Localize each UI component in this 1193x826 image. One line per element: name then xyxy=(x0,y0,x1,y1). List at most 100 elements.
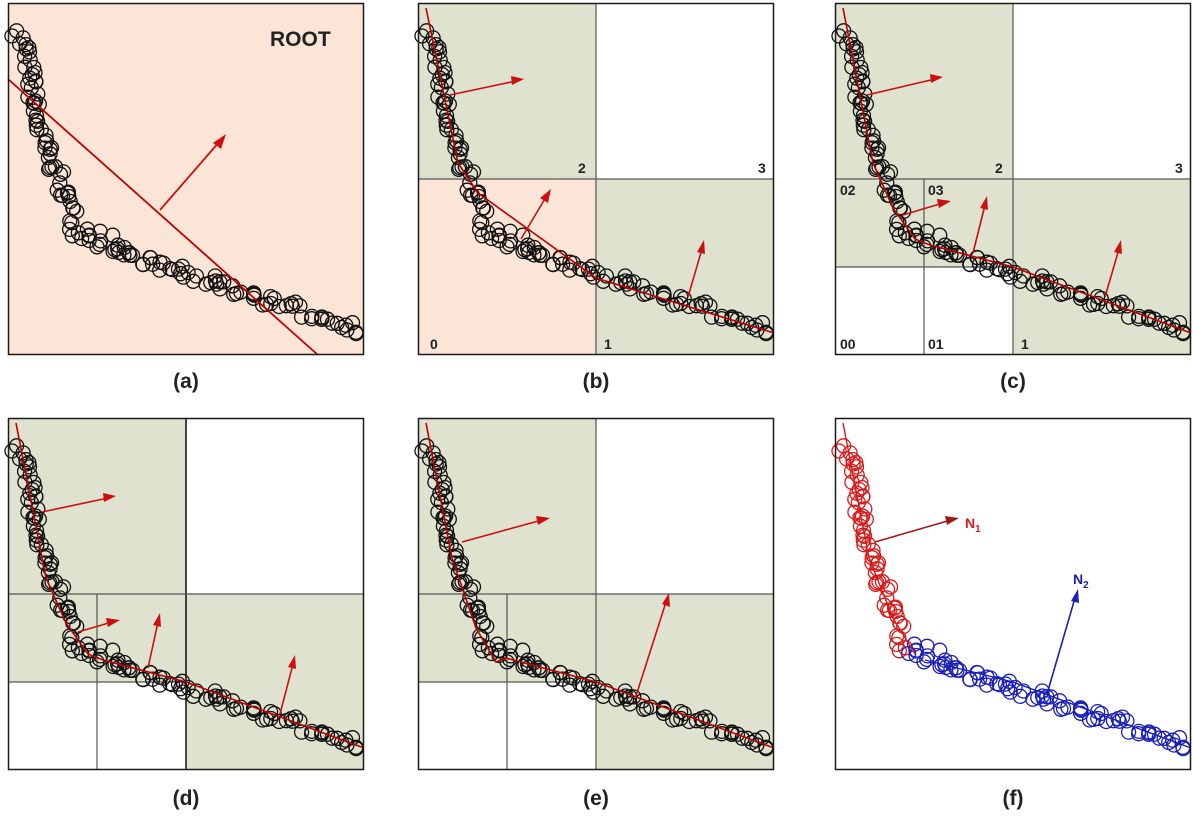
point-cloud xyxy=(4,438,364,757)
point-marker xyxy=(1001,673,1017,689)
point-marker xyxy=(89,654,105,670)
point-marker xyxy=(499,239,515,255)
point-marker xyxy=(431,44,448,60)
point-marker xyxy=(869,556,885,572)
point-marker xyxy=(105,642,121,658)
point-marker xyxy=(303,311,320,327)
point-marker xyxy=(1002,684,1018,700)
point-marker xyxy=(52,166,69,182)
panel-a: ROOT xyxy=(4,2,365,356)
caption-c: (c) xyxy=(1000,370,1026,393)
panel-d xyxy=(4,417,365,771)
point-marker xyxy=(515,243,531,260)
point-marker xyxy=(857,501,873,517)
point-marker xyxy=(271,713,287,730)
quad-label-00: 00 xyxy=(840,336,856,352)
point-marker xyxy=(845,451,861,468)
cell-2 xyxy=(418,3,596,179)
point-marker xyxy=(262,288,279,305)
point-marker xyxy=(18,456,34,472)
point-marker xyxy=(472,213,488,229)
quad-label-02: 02 xyxy=(840,182,856,198)
point-marker xyxy=(483,230,500,247)
point-marker xyxy=(847,491,863,507)
quad-label-03: 03 xyxy=(928,182,944,198)
point-marker xyxy=(21,44,38,60)
cell-0 xyxy=(418,179,596,355)
point-marker xyxy=(54,602,71,619)
cell-02 xyxy=(8,594,97,682)
point-marker xyxy=(43,555,60,571)
normal-arrow xyxy=(449,76,524,96)
root-label: ROOT xyxy=(270,28,331,51)
point-marker xyxy=(175,269,191,285)
point-marker xyxy=(180,679,196,696)
fitted-plane-lines xyxy=(842,7,1192,334)
point-marker xyxy=(1081,297,1098,313)
point-marker xyxy=(1043,689,1059,705)
point-marker xyxy=(55,164,72,180)
point-marker xyxy=(37,140,53,156)
point-marker xyxy=(271,298,287,315)
normal-arrow xyxy=(902,199,951,216)
point-marker xyxy=(30,501,46,517)
point-marker xyxy=(29,122,45,138)
point-marker xyxy=(1165,732,1181,748)
point-marker xyxy=(437,64,453,81)
point-marker xyxy=(21,459,38,475)
point-marker xyxy=(526,654,542,671)
point-marker xyxy=(919,651,935,668)
point-marker xyxy=(1090,710,1106,727)
point-marker xyxy=(855,117,871,133)
point-marker xyxy=(105,243,121,260)
point-marker xyxy=(121,245,137,261)
point-marker xyxy=(852,103,869,119)
point-marker xyxy=(673,710,689,727)
point-marker xyxy=(882,579,899,595)
point-marker xyxy=(448,542,464,559)
normal-arrow-n2 xyxy=(1046,589,1079,695)
point-marker xyxy=(681,298,697,315)
point-marker xyxy=(303,726,320,742)
point-marker xyxy=(1146,726,1163,742)
cell-00 xyxy=(835,267,924,355)
point-marker xyxy=(54,187,71,204)
point-marker xyxy=(439,122,455,138)
normal-arrow xyxy=(1104,240,1122,298)
point-marker xyxy=(38,127,54,144)
point-marker xyxy=(338,732,354,748)
point-marker xyxy=(729,726,746,742)
point-marker xyxy=(465,579,482,595)
panel-border xyxy=(834,2,1192,356)
cell-01 xyxy=(924,267,1013,355)
point-marker xyxy=(664,712,681,728)
point-marker xyxy=(18,451,34,468)
point-marker xyxy=(64,643,80,659)
point-marker xyxy=(656,286,672,302)
quad-label-1: 1 xyxy=(604,336,612,352)
point-marker xyxy=(25,518,42,534)
point-marker xyxy=(105,227,121,243)
normal-arrow xyxy=(461,516,550,543)
cell-3 xyxy=(596,3,774,179)
point-marker xyxy=(681,713,697,730)
point-marker xyxy=(848,459,865,475)
point-marker xyxy=(483,645,500,662)
point-marker xyxy=(52,590,68,606)
point-marker xyxy=(664,297,681,313)
point-marker xyxy=(152,262,168,278)
point-marker xyxy=(414,443,430,459)
normal-arrow xyxy=(687,240,705,298)
point-marker xyxy=(438,117,454,133)
point-marker xyxy=(462,175,478,191)
point-marker xyxy=(4,443,20,459)
point-marker xyxy=(254,712,271,728)
point-marker xyxy=(471,221,488,238)
point-marker xyxy=(864,555,880,571)
cell-2 xyxy=(8,418,186,594)
point-marker xyxy=(440,501,456,517)
normal-label-n1: N1 xyxy=(965,515,981,535)
point-marker xyxy=(881,187,898,204)
point-marker xyxy=(38,542,54,559)
point-marker xyxy=(263,295,279,312)
